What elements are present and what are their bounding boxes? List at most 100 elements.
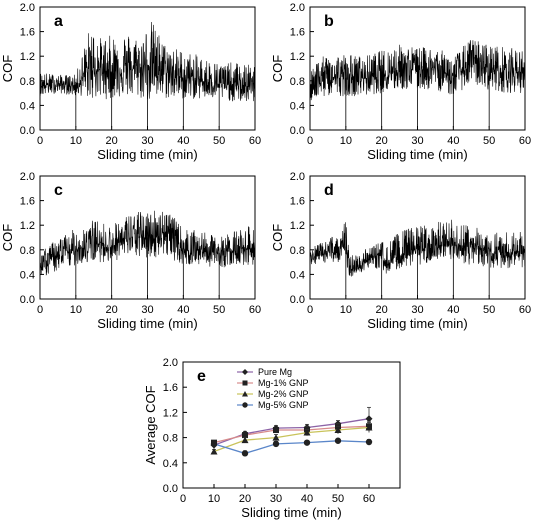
panel-label: c [54,182,63,199]
legend-marker [242,391,248,397]
series-mg-2-gnp [210,422,373,455]
y-tick-label: 2.0 [20,171,35,183]
x-tick-label: 60 [249,135,261,147]
x-tick-label: 20 [376,304,388,316]
x-axis-label: Sliding time (min) [241,505,341,520]
y-tick-label: 0.0 [20,125,35,137]
y-tick-label: 0.8 [163,433,178,445]
y-axis-label: Average COF [143,385,158,464]
panel-label: a [54,13,63,30]
x-tick-label: 10 [208,493,220,505]
x-tick-label: 10 [340,135,352,147]
y-tick-label: 1.2 [20,51,35,63]
data-point [303,429,311,436]
x-tick-label: 50 [483,135,495,147]
data-point [241,450,249,457]
x-tick-label: 20 [106,135,118,147]
series-pure-mg [210,406,373,449]
y-tick-label: 2.0 [290,2,305,14]
x-tick-label: 40 [301,493,313,505]
x-axis-label: Sliding time (min) [97,147,197,162]
y-tick-label: 1.6 [20,196,35,208]
legend-label: Pure Mg [258,367,292,377]
x-tick-label: 10 [340,304,352,316]
data-point [365,424,373,431]
y-tick-label: 1.6 [290,196,305,208]
panel-label: b [324,13,334,30]
y-tick-label: 1.2 [290,220,305,232]
series-line [213,440,370,455]
x-tick-label: 30 [141,135,153,147]
y-axis-label: COF [270,224,285,252]
y-tick-label: 1.2 [290,51,305,63]
data-point [334,437,342,444]
y-tick-label: 0.0 [290,294,305,306]
y-tick-label: 1.2 [20,220,35,232]
data-point [303,439,311,446]
x-tick-label: 60 [363,493,375,505]
panel-label: d [324,182,334,199]
data-point [210,447,218,455]
x-tick-label: 20 [376,135,388,147]
y-tick-label: 0.8 [20,245,35,257]
legend-label: Mg-2% GNP [258,389,309,399]
series-line [213,425,370,444]
legend-marker [242,380,248,386]
x-tick-label: 0 [180,493,186,505]
x-tick-label: 0 [307,304,313,316]
y-tick-label: 0.4 [290,100,305,112]
x-tick-label: 40 [447,304,459,316]
x-tick-label: 20 [239,493,251,505]
x-axis-label: Sliding time (min) [367,147,467,162]
y-tick-label: 1.2 [163,407,178,419]
y-tick-label: 1.6 [20,27,35,39]
x-tick-label: 10 [70,135,82,147]
x-tick-label: 30 [141,304,153,316]
series-line [213,426,370,453]
x-tick-label: 50 [213,304,225,316]
y-tick-label: 0.8 [290,76,305,88]
data-point [272,434,280,441]
y-tick-label: 1.6 [290,27,305,39]
data-point [242,432,248,439]
series-mg-5-gnp [210,437,373,457]
data-point [365,415,373,423]
data-point [334,426,342,434]
y-tick-label: 0.4 [290,269,305,281]
chart-panel-b: 0.0 0.4 0.8 1.2 1.6 2.0 0 10 20 30 40 50 60 Sliding t… [270,2,531,162]
y-tick-label: 0.4 [163,458,178,470]
x-tick-label: 40 [447,135,459,147]
x-tick-label: 10 [70,304,82,316]
x-axis-label: Sliding time (min) [97,316,197,331]
y-tick-label: 2.0 [20,2,35,14]
data-point [365,438,373,446]
x-tick-label: 50 [483,304,495,316]
x-tick-label: 0 [37,135,43,147]
y-axis-label: COF [270,55,285,83]
x-tick-label: 30 [270,493,282,505]
legend-marker [242,402,248,408]
x-tick-label: 60 [519,135,531,147]
data-point [272,440,280,448]
y-tick-label: 0.8 [20,76,35,88]
x-tick-label: 30 [411,304,423,316]
x-tick-label: 20 [106,304,118,316]
legend-label: Mg-5% GNP [258,400,309,410]
legend-marker [242,369,248,375]
x-tick-label: 50 [213,135,225,147]
y-tick-label: 1.6 [163,382,178,394]
data-point [273,427,279,434]
x-tick-label: 0 [37,304,43,316]
data-point [210,440,218,448]
chart-panel-e: 0.0 0.4 0.8 1.2 1.6 2.0 0 10 20 30 40 50 60 Sliding t… [143,357,401,520]
y-tick-label: 2.0 [290,171,305,183]
y-tick-label: 0.0 [163,483,178,495]
x-tick-label: 40 [177,135,189,147]
chart-panel-c: 0.0 0.4 0.8 1.2 1.6 2.0 0 10 20 30 40 50 60 Sliding t… [0,171,261,331]
y-tick-label: 0.0 [290,125,305,137]
y-tick-label: 0.4 [20,269,35,281]
panel-label: e [197,368,206,385]
y-tick-label: 0.8 [290,245,305,257]
